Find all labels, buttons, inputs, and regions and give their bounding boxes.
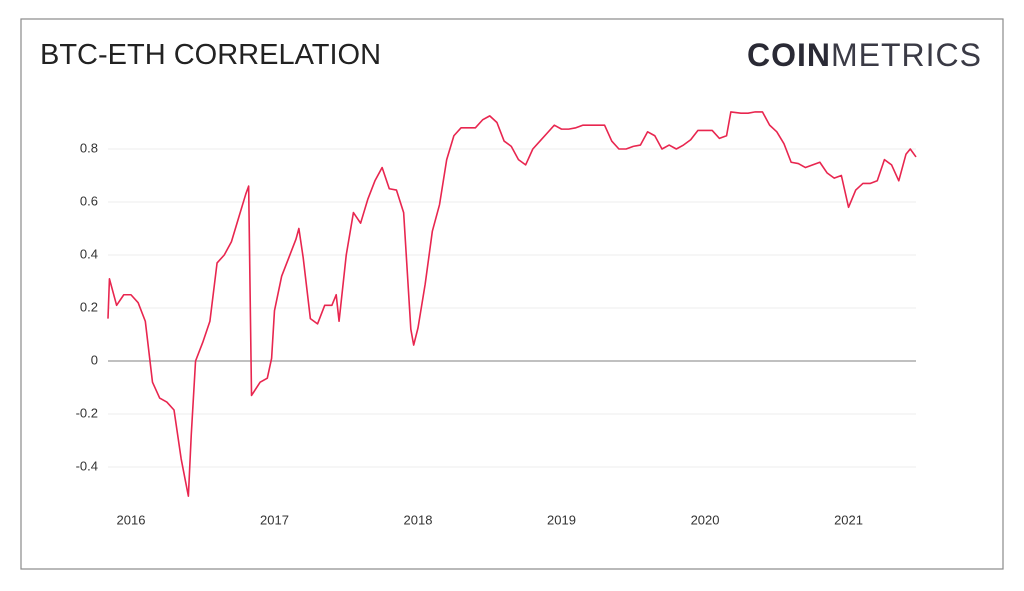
x-tick-label: 2019 xyxy=(547,512,576,527)
grid: 0.8 0.6 0.4 0.2 0 -0.2 -0.4 2016 2017 2018 2019 202… xyxy=(76,140,916,527)
y-tick-label: -0.4 xyxy=(76,458,98,473)
logo-light: METRICS xyxy=(831,37,982,73)
x-tick-label: 2021 xyxy=(834,512,863,527)
y-tick-label: 0.2 xyxy=(80,299,98,314)
x-tick-label: 2017 xyxy=(260,512,289,527)
chart-title: BTC-ETH CORRELATION xyxy=(40,39,381,71)
frame xyxy=(20,18,1004,570)
x-tick-label: 2018 xyxy=(404,512,433,527)
y-tick-label: -0.2 xyxy=(76,405,98,420)
plot xyxy=(107,111,917,497)
logo-bold: COIN xyxy=(747,37,831,73)
y-tick-label: 0.6 xyxy=(80,193,98,208)
y-tick-label: 0.4 xyxy=(80,246,98,261)
series-line xyxy=(107,111,917,497)
y-tick-label: 0.8 xyxy=(80,140,98,155)
logo: COINMETRICS xyxy=(747,37,982,73)
x-tick-label: 2020 xyxy=(691,512,720,527)
x-tick-label: 2016 xyxy=(117,512,146,527)
y-tick-label: 0 xyxy=(91,352,98,367)
